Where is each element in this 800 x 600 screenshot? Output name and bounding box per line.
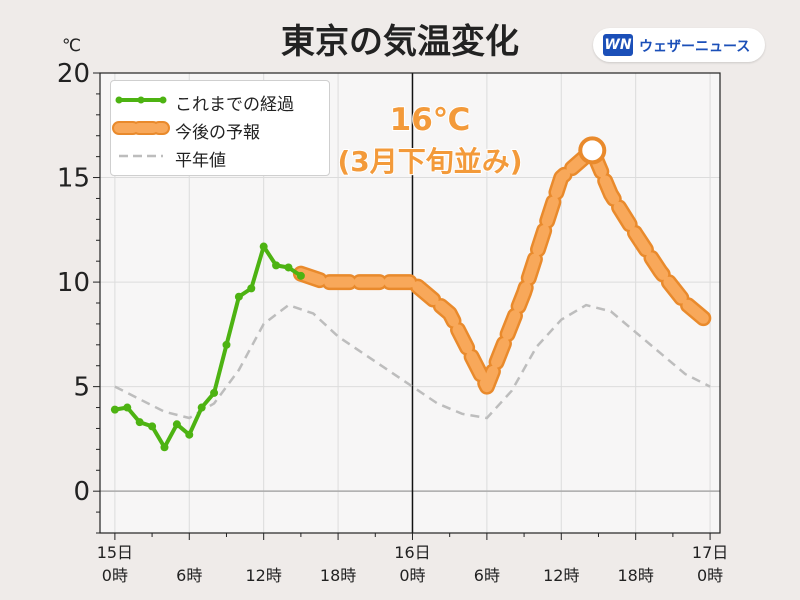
- y-axis-unit: ℃: [62, 36, 82, 56]
- brand-logo-icon: WN: [603, 34, 633, 56]
- peak-circle: [578, 136, 607, 165]
- y-tick-label: 10: [57, 268, 90, 298]
- legend: これまでの経過 今後の予報 平年値: [110, 80, 330, 176]
- observed-point: [197, 403, 206, 412]
- observed-point: [234, 292, 243, 301]
- x-tick-label-hour: 6時: [474, 566, 500, 585]
- legend-item-observed: これまでの経過: [111, 87, 329, 115]
- y-tick-label: 20: [57, 59, 90, 89]
- observed-point: [247, 284, 256, 293]
- x-tick-label-hour: 18時: [617, 566, 653, 585]
- legend-swatch-normal: [119, 154, 163, 158]
- y-tick-label: 0: [73, 477, 90, 507]
- x-tick-label-hour: 12時: [245, 566, 281, 585]
- observed-point: [259, 242, 268, 251]
- y-tick-label: 15: [57, 164, 90, 194]
- normal-line: [114, 303, 711, 420]
- x-tick-label-day: 15日: [97, 543, 133, 562]
- forecast-line: [295, 144, 716, 393]
- brand-name: ウェザーニュース: [639, 39, 751, 55]
- observed-point: [272, 261, 281, 270]
- x-tick-label-hour: 12時: [543, 566, 579, 585]
- observed-point: [284, 263, 293, 272]
- peak-marker: [578, 136, 607, 165]
- series-observed: [110, 242, 305, 452]
- annotation-peak-temp: 16℃: [389, 101, 472, 139]
- x-tick-labels: 15日 0時 6時 12時 18時 16日 0時 6時 12時 18時 17日 0時: [97, 543, 729, 585]
- observed-point: [172, 420, 181, 429]
- x-tick-label-day: 17日: [692, 543, 728, 562]
- observed-point: [222, 340, 231, 349]
- x-tick-label-hour: 0時: [697, 566, 723, 585]
- observed-point: [148, 422, 157, 431]
- axes: [93, 72, 721, 540]
- x-tick-label-hour: 0時: [102, 566, 128, 585]
- x-tick-label-day: 16日: [394, 543, 430, 562]
- y-tick-labels: 0 5 10 15 20: [57, 59, 90, 507]
- observed-point: [135, 418, 144, 427]
- annotation-peak-note: (3月下旬並み): [336, 144, 523, 179]
- x-tick-label-hour: 18時: [320, 566, 356, 585]
- legend-item-normal: 平年値: [111, 143, 329, 171]
- legend-label-observed: これまでの経過: [175, 95, 294, 115]
- observed-point: [123, 403, 132, 412]
- brand-badge: WN ウェザーニュース: [593, 28, 765, 62]
- observed-point: [160, 443, 169, 452]
- legend-item-forecast: 今後の予報: [111, 115, 329, 143]
- y-tick-label: 5: [73, 373, 90, 403]
- legend-label-forecast: 今後の予報: [175, 123, 260, 143]
- observed-line: [114, 244, 303, 450]
- x-tick-label-hour: 0時: [399, 566, 425, 585]
- observed-point: [185, 430, 194, 439]
- observed-point: [110, 405, 119, 414]
- x-tick-label-hour: 6時: [176, 566, 202, 585]
- series-normal: [114, 303, 711, 420]
- series-forecast: [292, 142, 719, 395]
- legend-swatch-observed: [115, 96, 167, 104]
- observed-point: [296, 271, 305, 280]
- observed-point: [210, 388, 219, 397]
- chart-title: 東京の気温変化: [281, 22, 519, 62]
- legend-label-normal: 平年値: [175, 151, 226, 171]
- legend-swatch-forecast: [112, 121, 170, 135]
